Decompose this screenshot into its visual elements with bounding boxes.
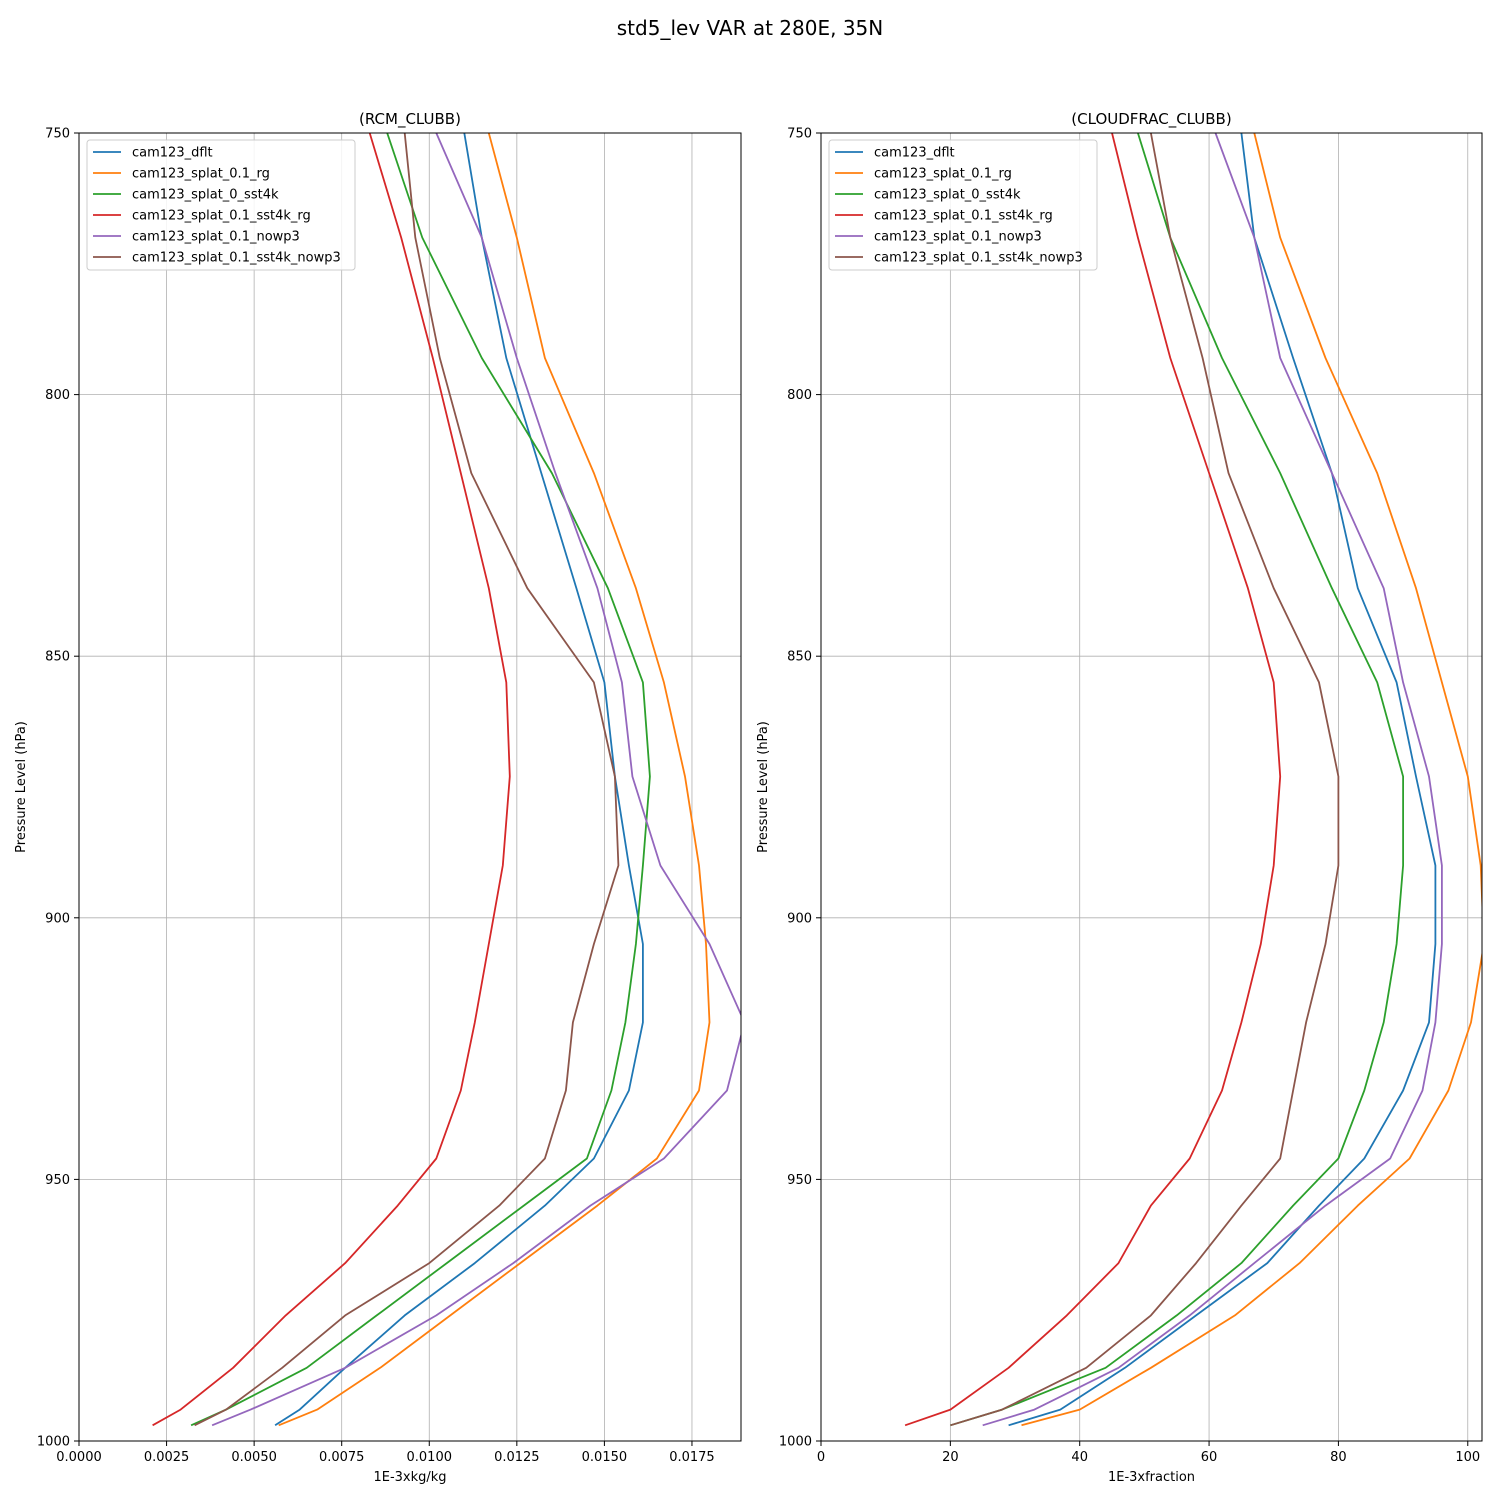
y-tick-label: 850 (45, 650, 70, 665)
legend-box (86, 139, 356, 271)
panel-1: 0.0000 0.0025 0.0050 0.0075 0.0100 0.0125 0.01… (14, 110, 742, 1485)
legend-label: cam123_splat_0_sst4k (132, 188, 279, 203)
series-line-cam123_splat_0.1_sst4k_rg (152, 133, 511, 1427)
legend-label: cam123_dflt (132, 146, 213, 161)
series-line-cam123_splat_0.1_rg (278, 133, 711, 1427)
y-tick-label: 1000 (37, 1435, 70, 1450)
x-tick-label: 0.0000 (56, 1450, 102, 1465)
y-tick-label: 950 (787, 1173, 812, 1188)
legend: cam123_dflt cam123_splat_0.1_rg cam123_spl… (86, 139, 356, 271)
y-tick-label: 1000 (779, 1435, 812, 1450)
legend-label: cam123_splat_0.1_sst4k_nowp3 (874, 251, 1083, 266)
panel-2: 0 20 40 60 80 100 750 800 850 900 950 1000 (CLOUDFRA… (756, 110, 1483, 1485)
legend-box (828, 139, 1098, 271)
x-tick-label: 20 (942, 1450, 959, 1465)
series-line-cam123_splat_0.1_rg (1021, 133, 1482, 1427)
y-tick-label: 900 (787, 911, 812, 926)
legend-label: cam123_splat_0.1_rg (874, 167, 1012, 182)
y-axis-label: Pressure Level (hPa) (756, 721, 771, 853)
x-tick-label: 0.0025 (144, 1450, 190, 1465)
series-line-cam123_splat_0.1_nowp3 (211, 133, 741, 1427)
y-tick-label: 750 (45, 127, 70, 142)
x-axis-label: 1E-3xkg/kg (373, 1470, 446, 1485)
x-tick-label: 0.0075 (319, 1450, 365, 1465)
x-tick-label: 80 (1330, 1450, 1347, 1465)
series-line-cam123_dflt (274, 133, 644, 1427)
legend-label: cam123_splat_0.1_nowp3 (874, 230, 1042, 245)
x-tick-label: 0.0125 (494, 1450, 540, 1465)
y-tick-label: 750 (787, 127, 812, 142)
y-tick-label: 850 (787, 650, 812, 665)
axes-frame (820, 132, 1483, 1442)
series-line-cam123_splat_0.1_sst4k_nowp3 (950, 133, 1340, 1427)
axes-frame (78, 132, 742, 1442)
y-tick-label: 900 (45, 911, 70, 926)
legend-label: cam123_splat_0_sst4k (874, 188, 1021, 203)
series-line-cam123_splat_0.1_sst4k_rg (904, 133, 1282, 1427)
x-tick-label: 0.0100 (407, 1450, 453, 1465)
y-axis-label: Pressure Level (hPa) (14, 721, 29, 853)
x-tick-label: 0.0175 (669, 1450, 715, 1465)
x-tick-label: 0.0150 (582, 1450, 628, 1465)
legend-label: cam123_splat_0.1_rg (132, 167, 270, 182)
legend-label: cam123_dflt (874, 146, 955, 161)
legend-label: cam123_splat_0.1_sst4k_nowp3 (132, 251, 341, 266)
x-axis-label: 1E-3xfraction (1108, 1470, 1195, 1485)
series-group (152, 133, 741, 1427)
series-line-cam123_dflt (1008, 133, 1437, 1427)
x-tick-label: 100 (1455, 1450, 1480, 1465)
panel-title: (CLOUDFRAC_CLUBB) (1071, 110, 1231, 129)
series-line-cam123_splat_0_sst4k (950, 133, 1404, 1427)
series-line-cam123_splat_0.1_nowp3 (982, 133, 1443, 1427)
figure-title: std5_lev VAR at 280E, 35N (616, 16, 884, 40)
y-tick-label: 800 (787, 388, 812, 403)
y-tick-label: 950 (45, 1173, 70, 1188)
x-tick-label: 60 (1201, 1450, 1218, 1465)
panel-title: (RCM_CLUBB) (359, 110, 461, 129)
legend: cam123_dflt cam123_splat_0.1_rg cam123_spl… (828, 139, 1098, 271)
series-line-cam123_splat_0.1_sst4k_nowp3 (194, 133, 620, 1427)
x-tick-label: 0 (817, 1450, 825, 1465)
x-tick-label: 0.0050 (231, 1450, 277, 1465)
series-line-cam123_splat_0_sst4k (190, 133, 651, 1427)
legend-label: cam123_splat_0.1_sst4k_rg (874, 209, 1053, 224)
y-tick-label: 800 (45, 388, 70, 403)
legend-label: cam123_splat_0.1_nowp3 (132, 230, 300, 245)
x-tick-label: 40 (1071, 1450, 1088, 1465)
series-group (904, 133, 1482, 1427)
legend-label: cam123_splat_0.1_sst4k_rg (132, 209, 311, 224)
